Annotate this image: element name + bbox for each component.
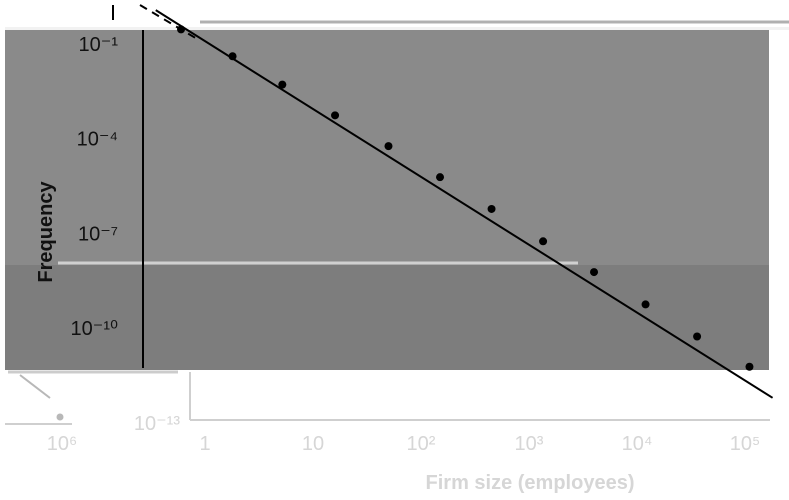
y-tick-label: 10⁻¹³ [134, 413, 180, 435]
y-tick-label: 10⁻⁴ [77, 129, 118, 151]
y-tick-label: 10⁻⁷ [78, 223, 118, 245]
data-point [641, 300, 650, 309]
data-point [228, 52, 237, 61]
gray-panel-dark [5, 265, 769, 370]
data-point [693, 332, 702, 341]
top-white-strip [5, 27, 789, 30]
fit-line [155, 9, 774, 399]
x-axis-label: Firm size (employees) [426, 472, 635, 494]
data-point [539, 237, 548, 246]
x-tick-label: 10³ [515, 433, 544, 455]
x-tick-label: 10⁴ [622, 433, 653, 455]
data-point [331, 111, 340, 120]
inset-x-tick-label: 10⁶ [47, 433, 77, 455]
data-point [384, 142, 393, 151]
inset-point [56, 413, 64, 421]
fit-line-extension [139, 4, 197, 39]
data-point [436, 173, 445, 182]
y-axis-label: Frequency [35, 181, 57, 283]
data-point [487, 204, 496, 213]
data-point [590, 268, 599, 277]
x-tick-label: 10 [302, 433, 324, 455]
data-point [177, 25, 186, 34]
x-tick-label: 1 [199, 433, 210, 455]
inset-diagonal [19, 374, 51, 399]
y-tick-label: 10⁻¹⁰ [71, 318, 118, 340]
data-point [745, 362, 754, 371]
data-point [278, 80, 287, 89]
x-tick-label: 10⁵ [730, 433, 761, 455]
y-tick-label: 10⁻¹ [79, 34, 119, 56]
x-tick-label: 10² [407, 433, 436, 455]
